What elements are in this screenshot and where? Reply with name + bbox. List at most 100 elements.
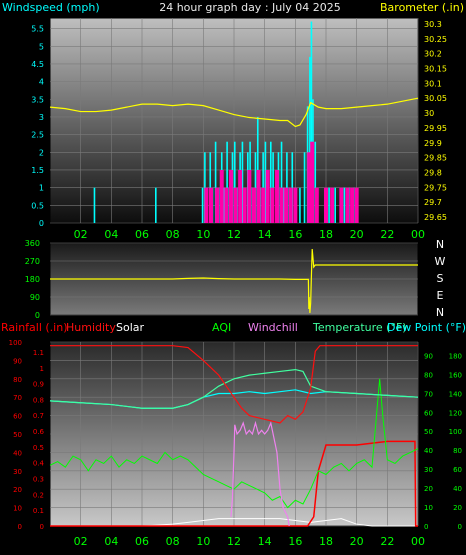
- windspeed-tick: 0: [39, 219, 44, 228]
- rainfall-tick: 0.7: [33, 412, 44, 420]
- windspeed-bar: [283, 187, 285, 223]
- barometer-tick: 30.2: [424, 50, 442, 59]
- windspeed-tick: 0.5: [31, 201, 44, 210]
- barometer-axis-label: Barometer (.in): [380, 1, 464, 14]
- percent-tick: 60: [13, 413, 22, 421]
- gust-bar: [274, 169, 279, 223]
- legend-rainfall: Rainfall (.in): [1, 321, 68, 334]
- percent-tick: 50: [13, 431, 22, 439]
- barometer-tick: 30.3: [424, 20, 442, 29]
- gust-bar: [224, 187, 229, 223]
- windspeed-bar: [299, 187, 301, 223]
- gust-bar: [204, 187, 209, 223]
- temperature-tick: 40: [424, 447, 433, 455]
- time-tick: 16: [288, 535, 302, 548]
- time-tick: 00: [411, 535, 425, 548]
- temperature-tick: 10: [424, 504, 433, 512]
- windspeed-tick: 4: [39, 78, 44, 87]
- rainfall-tick: 0.3: [33, 476, 44, 484]
- direction-tick: 90: [30, 293, 40, 302]
- gust-bar: [228, 169, 233, 223]
- windspeed-bar: [280, 141, 283, 223]
- percent-tick: 10: [13, 505, 22, 513]
- gust-bar: [345, 187, 350, 223]
- barometer-line: [49, 97, 419, 128]
- time-tick: 08: [166, 535, 180, 548]
- time-tick: 22: [380, 535, 394, 548]
- time-tick: 22: [380, 228, 394, 241]
- direction-tick: 360: [25, 239, 40, 248]
- rainfall-tick: 0.9: [33, 381, 44, 389]
- compass-label: W: [435, 255, 446, 268]
- temperature-tick: 50: [424, 428, 433, 436]
- time-tick: 12: [227, 228, 241, 241]
- windspeed-tick: 3.5: [31, 95, 44, 104]
- percent-tick: 20: [13, 486, 22, 494]
- barometer-tick: 29.7: [424, 198, 442, 207]
- barometer-tick: 30.1: [424, 79, 442, 88]
- solar-tick: 160: [449, 371, 462, 379]
- solar-tick: 40: [453, 485, 462, 493]
- percent-tick: 100: [9, 339, 22, 347]
- solar-tick: 0: [458, 523, 462, 531]
- rainfall-tick-labels: 0 0.1 0.2 0.3 0.4 0.5 0.6 0.7 0.8 0.9 1 1.1: [33, 349, 45, 531]
- humidity-line: [50, 345, 418, 424]
- windspeed-bar: [334, 187, 336, 223]
- time-tick: 10: [196, 535, 210, 548]
- gust-bar: [284, 187, 289, 223]
- windspeed-axis-label: Windspeed (mph): [2, 1, 100, 14]
- windspeed-bar: [214, 141, 217, 223]
- legend-solar: Solar: [116, 321, 145, 334]
- barometer-tick: 29.95: [424, 124, 447, 133]
- percent-tick: 0: [18, 523, 22, 531]
- direction-tick: 180: [25, 275, 40, 284]
- solar-tick: 100: [449, 428, 462, 436]
- rainfall-tick: 0.6: [33, 428, 45, 436]
- windspeed-tick: 2: [39, 148, 44, 157]
- rainfall-tick: 0: [40, 523, 44, 531]
- aqi-line: [49, 378, 419, 509]
- windspeed-bar: [201, 187, 204, 223]
- windspeed-bar: [264, 141, 267, 223]
- direction-line: [50, 248, 418, 314]
- legend-dewpoint: Dew Point (°F): [387, 321, 466, 334]
- direction-tick-labels: 0 90 180 270 360: [25, 239, 40, 320]
- gust-bar: [293, 187, 298, 223]
- temperature-tick: 70: [424, 390, 433, 398]
- rainfall-tick: 0.8: [33, 396, 44, 404]
- legend-aqi: AQI: [212, 321, 231, 334]
- solar-tick-labels: 0 20 40 60 80 100 120 140 160 180: [449, 352, 462, 531]
- windspeed-bar: [309, 56, 311, 224]
- time-tick: 18: [319, 228, 333, 241]
- gust-bar: [242, 187, 247, 223]
- windspeed-tick: 4.5: [31, 60, 44, 69]
- gust-bar: [219, 169, 224, 223]
- compass-label: E: [437, 289, 444, 302]
- direction-tick: 270: [25, 257, 40, 266]
- compass-label: S: [437, 272, 444, 285]
- percent-tick: 70: [13, 394, 22, 402]
- windspeed-bar: [223, 187, 225, 223]
- windspeed-bar: [270, 141, 272, 223]
- windchill-line: [230, 420, 290, 527]
- gust-bar: [324, 187, 328, 223]
- solar-tick: 140: [449, 390, 462, 398]
- windspeed-bar: [343, 187, 346, 223]
- windspeed-tick: 3: [39, 113, 44, 122]
- rainfall-line: [50, 440, 418, 527]
- barometer-tick: 29.9: [424, 139, 442, 148]
- temperature-line: [49, 368, 419, 409]
- windspeed-bar: [303, 152, 306, 223]
- gust-bar: [314, 187, 319, 223]
- gust-bar: [354, 187, 359, 223]
- legend-temperature: Temperature (°F): [312, 321, 407, 334]
- windspeed-bar: [155, 187, 157, 223]
- temperature-tick-labels: 0 10 20 30 40 50 60 70 80 90: [424, 352, 433, 531]
- windspeed-tick: 1: [39, 184, 44, 193]
- time-tick: 14: [258, 535, 272, 548]
- time-tick: 04: [104, 228, 118, 241]
- direction-tick: 0: [35, 311, 40, 320]
- bottom-time-tick-labels: 02 04 06 08 10 12 14 16 18 20 22 00: [74, 535, 425, 548]
